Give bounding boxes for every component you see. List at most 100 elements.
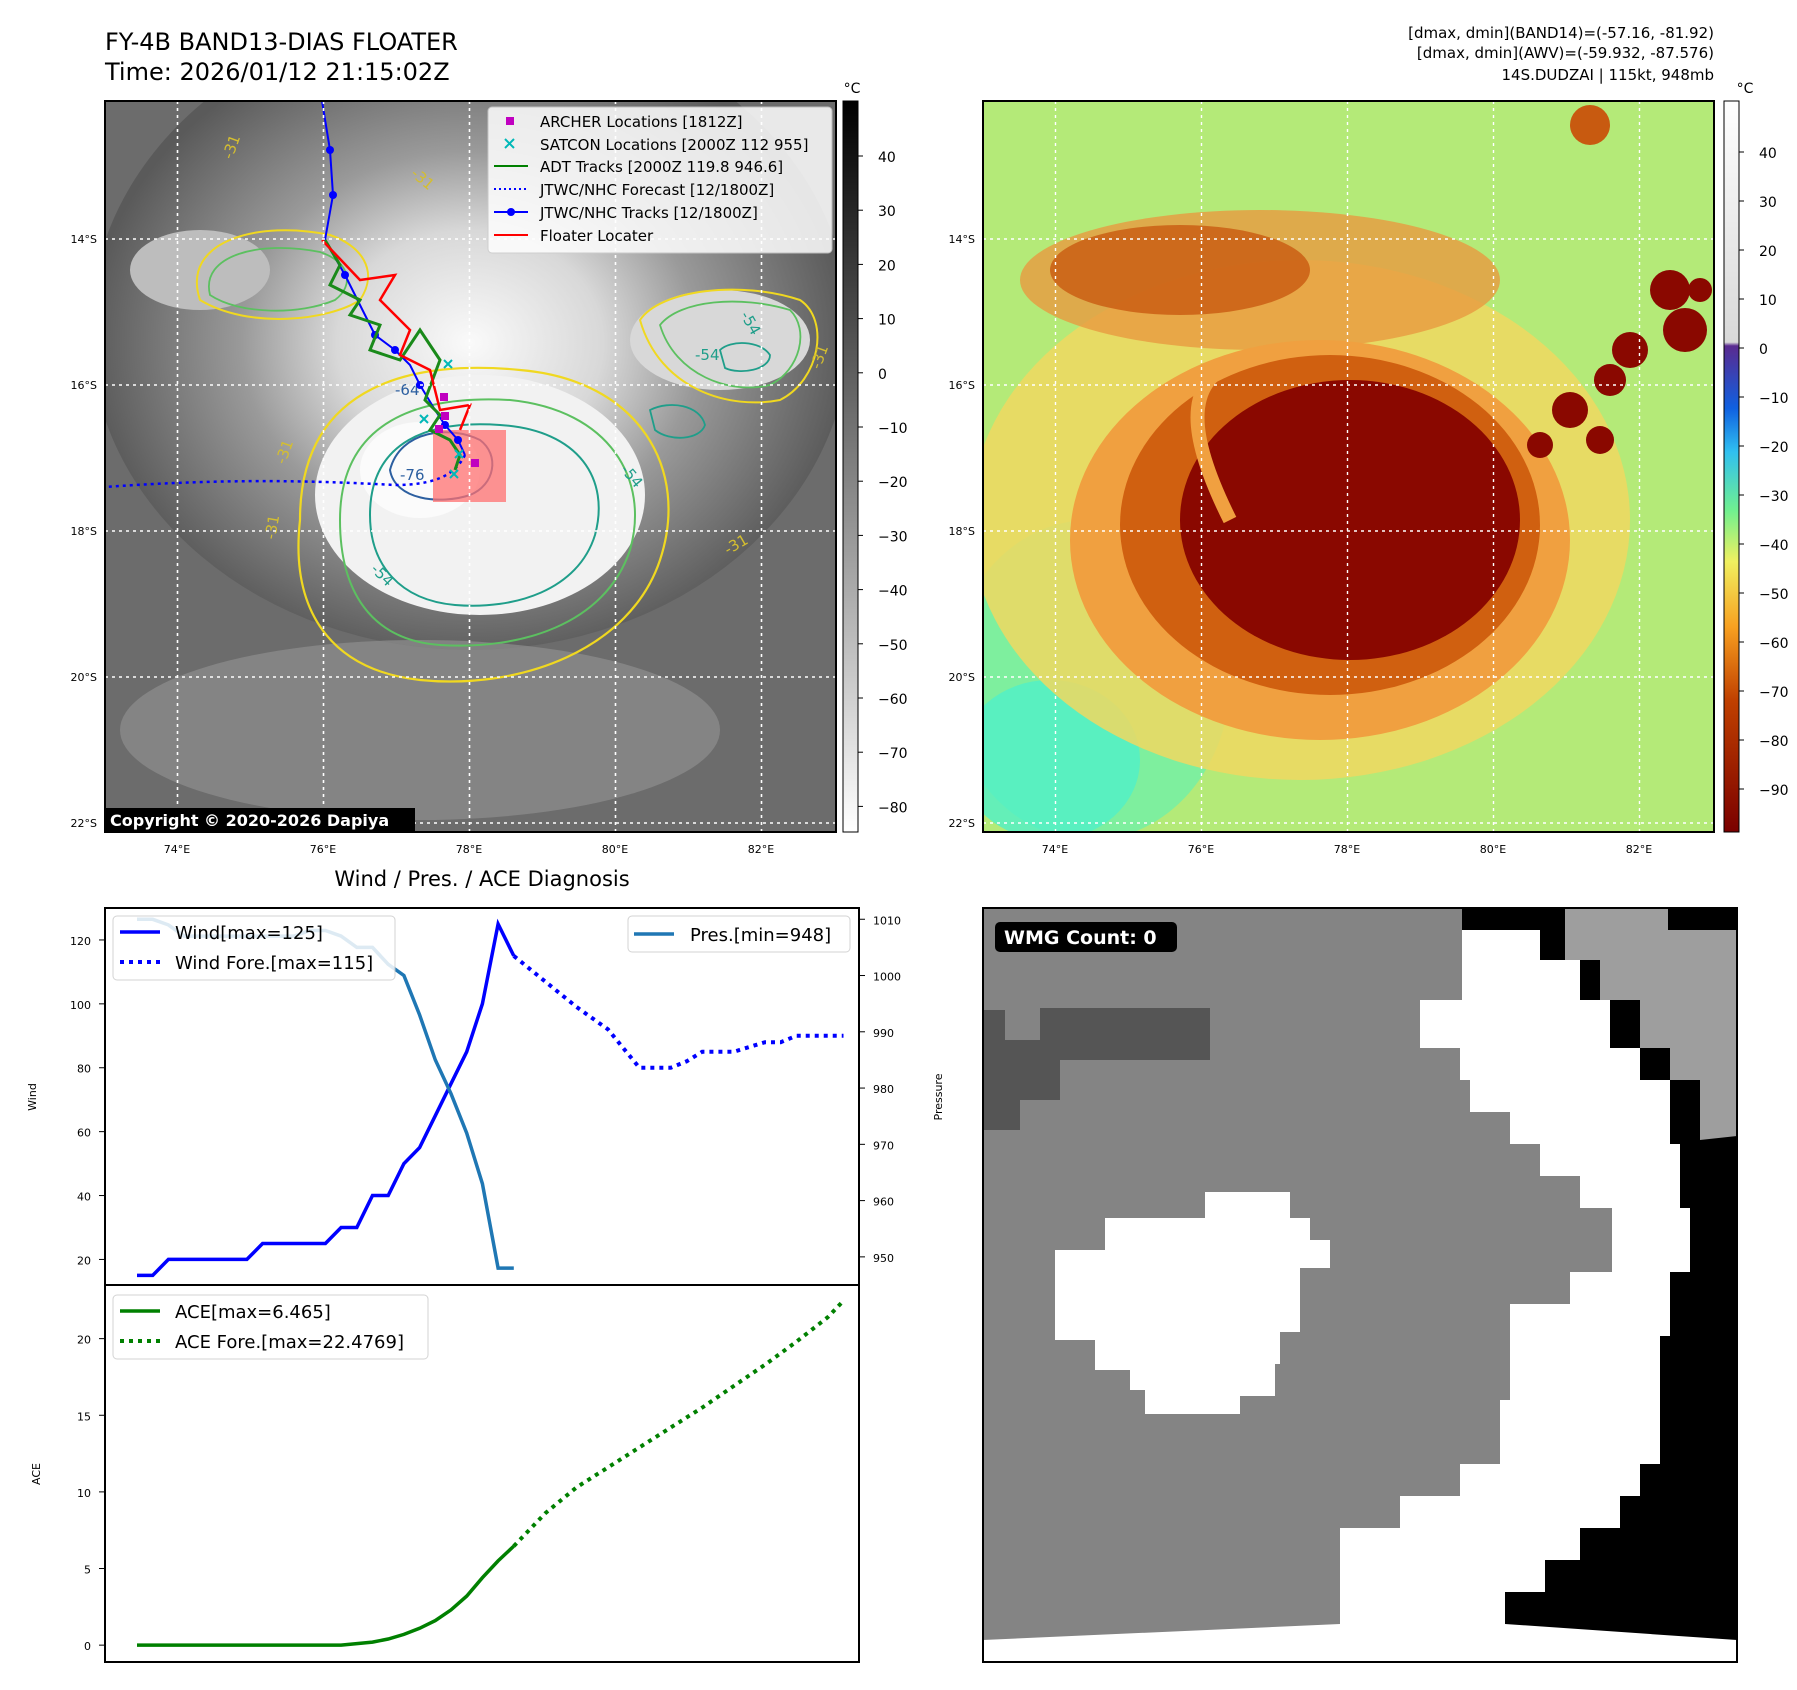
ace-tick-label: 0 — [84, 1640, 91, 1653]
colorbar-tick-label: −40 — [1759, 538, 1789, 554]
info-storm: 14S.DUDZAI | 115kt, 948mb — [1501, 66, 1714, 84]
adt-track — [323, 239, 462, 471]
colorbar-tick-label: −30 — [1759, 489, 1789, 505]
enhanced-map-panel: 14°S 16°S 18°S 20°S 22°S 74°E 76°E 78°E … — [949, 100, 1715, 856]
legend-satcon: SATCON Locations [2000Z 112 955] — [540, 136, 808, 154]
wind-tick-label: 40 — [77, 1191, 91, 1204]
lat-label: 20°S — [71, 671, 97, 684]
wmg-panel: WMG Count: 0 — [982, 907, 1738, 1663]
ace-tick-label: 10 — [77, 1487, 91, 1500]
lat-label: 16°S — [71, 379, 97, 392]
legend-floater: Floater Locater — [540, 227, 654, 245]
contour-label: -76 — [400, 466, 425, 484]
legend-jtwc-tracks: JTWC/NHC Tracks [12/1800Z] — [539, 204, 758, 222]
lat-label: 18°S — [71, 525, 97, 538]
wind-legend: Wind[max=125] Wind Fore.[max=115] Pres.[… — [112, 915, 851, 981]
lon-label: 76°E — [1188, 843, 1214, 856]
wmg-count: WMG Count: 0 — [1004, 927, 1157, 949]
colorbar-tick-label: −70 — [878, 746, 908, 762]
pressure-tick-label: 960 — [873, 1196, 894, 1209]
legend-pressure: Pres.[min=948] — [690, 925, 831, 946]
ace-tick-label: 15 — [77, 1410, 91, 1423]
ir-lat-labels: 14°S 16°S 18°S 20°S 22°S — [71, 233, 97, 830]
ace-axis-label: ACE — [30, 1463, 43, 1485]
colorbar-tick-label: 40 — [878, 150, 896, 166]
lon-label: 82°E — [748, 843, 774, 856]
colorbar-tick-label: 0 — [1759, 342, 1768, 358]
contour-label: -54 — [695, 346, 720, 364]
colorbar-tick-label: 40 — [1759, 146, 1777, 162]
colorbar-tick-label: −20 — [1759, 440, 1789, 456]
lat-label: 16°S — [949, 379, 975, 392]
pressure-tick-label: 980 — [873, 1083, 894, 1096]
wind-tick-label: 20 — [77, 1254, 91, 1267]
figure-title: FY-4B BAND13-DIAS FLOATER — [105, 28, 458, 56]
lon-label: 76°E — [310, 843, 336, 856]
colorbar-tick-label: 30 — [878, 204, 896, 220]
colorbar-tick-label: 30 — [1759, 195, 1777, 211]
archer-points — [435, 393, 479, 467]
colorbar-tick-label: −90 — [1759, 783, 1789, 799]
legend-archer: ARCHER Locations [1812Z] — [540, 113, 743, 131]
lon-label: 78°E — [456, 843, 482, 856]
ir-lon-labels: 74°E 76°E 78°E 80°E 82°E — [164, 843, 774, 856]
lon-label: 74°E — [1042, 843, 1068, 856]
gray-colorbar: °C 40 30 20 10 0 −10 −20 −30 −40 −50 −60 −70 −80 — [842, 81, 908, 833]
colorbar-tick-label: 20 — [878, 258, 896, 274]
colorbar-tick-label: −40 — [878, 584, 908, 600]
jtwc-forecast — [105, 454, 467, 489]
figure-time: Time: 2026/01/12 21:15:02Z — [104, 58, 450, 86]
legend-jtwc-forecast: JTWC/NHC Forecast [12/1800Z] — [539, 181, 774, 199]
info-awv: [dmax, dmin](AWV)=(-59.932, -87.576) — [1417, 44, 1714, 62]
wind-axis-label: Wind — [26, 1083, 39, 1111]
enhanced-lon-labels: 74°E 76°E 78°E 80°E 82°E — [1042, 843, 1652, 856]
lon-label: 74°E — [164, 843, 190, 856]
ace-legend: ACE[max=6.465] ACE Fore.[max=22.4769] — [112, 1294, 429, 1360]
info-band14: [dmax, dmin](BAND14)=(-57.16, -81.92) — [1408, 24, 1714, 42]
ace-tick-label: 5 — [84, 1564, 91, 1577]
enhanced-gridlines — [983, 101, 1714, 832]
colorbar-tick-label: −60 — [878, 692, 908, 708]
pressure-tick-label: 950 — [873, 1252, 894, 1265]
colorbar-tick-label: −10 — [878, 421, 908, 437]
contour-label: -64 — [395, 381, 420, 399]
colorbar-tick-label: 10 — [878, 313, 896, 329]
map-legend: ARCHER Locations [1812Z] SATCON Location… — [487, 106, 833, 254]
lon-label: 82°E — [1626, 843, 1652, 856]
lat-label: 14°S — [71, 233, 97, 246]
enhanced-lat-labels: 14°S 16°S 18°S 20°S 22°S — [949, 233, 975, 830]
lon-label: 80°E — [602, 843, 628, 856]
legend-adt: ADT Tracks [2000Z 119.8 946.6] — [540, 158, 783, 176]
color-colorbar: °C 40 30 20 10 0 −10 −20 −30 −40 −50 −60 −70 −80 −90 — [1723, 81, 1789, 833]
lon-label: 78°E — [1334, 843, 1360, 856]
lat-label: 18°S — [949, 525, 975, 538]
floater-locater-track — [321, 239, 472, 431]
lat-label: 22°S — [949, 817, 975, 830]
ace-tick-label: 20 — [77, 1334, 91, 1347]
pressure-tick-label: 1000 — [873, 971, 901, 984]
series-ace — [137, 1544, 516, 1647]
wind-pressure-chart: 20 40 60 80 100 120 950 960 970 980 990 1000 1010 W… — [26, 907, 945, 1286]
lat-label: 22°S — [71, 817, 97, 830]
lon-label: 80°E — [1480, 843, 1506, 856]
colorbar-tick-label: −30 — [878, 529, 908, 545]
colorbar-tick-label: 0 — [878, 367, 887, 383]
colorbar-tick-label: −70 — [1759, 685, 1789, 701]
legend-wind-forecast: Wind Fore.[max=115] — [175, 953, 373, 974]
colorbar-tick-label: −80 — [1759, 734, 1789, 750]
colorbar-tick-label: −20 — [878, 475, 908, 491]
colorbar-tick-label: −60 — [1759, 636, 1789, 652]
colorbar-tick-label: 20 — [1759, 244, 1777, 260]
wind-tick-label: 60 — [77, 1127, 91, 1140]
legend-wind: Wind[max=125] — [175, 923, 323, 944]
colorbar-tick-label: −10 — [1759, 391, 1789, 407]
contour-label: -31 — [261, 513, 283, 540]
series-wind — [137, 918, 516, 1278]
satcon-points — [419, 359, 464, 479]
pressure-tick-label: 990 — [873, 1027, 894, 1040]
legend-ace-forecast: ACE Fore.[max=22.4769] — [175, 1332, 404, 1353]
pressure-tick-label: 970 — [873, 1139, 894, 1152]
wind-tick-label: 120 — [70, 935, 91, 948]
lat-label: 14°S — [949, 233, 975, 246]
